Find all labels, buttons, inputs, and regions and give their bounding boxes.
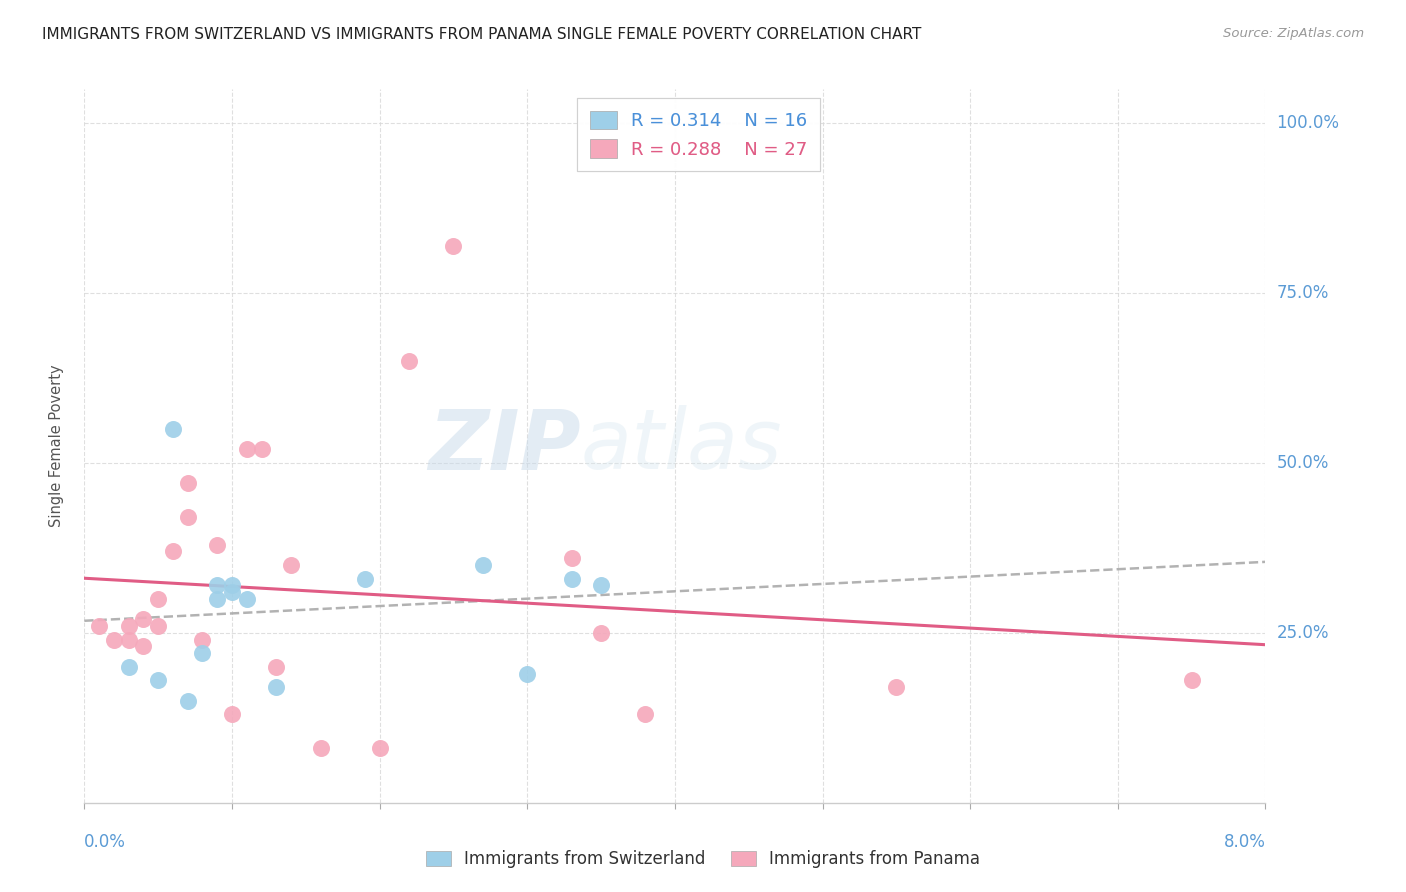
Text: 8.0%: 8.0% bbox=[1223, 833, 1265, 851]
Point bbox=[886, 680, 908, 694]
Text: 100.0%: 100.0% bbox=[1277, 114, 1340, 132]
Point bbox=[235, 591, 259, 606]
Point bbox=[280, 558, 302, 572]
Point bbox=[221, 585, 243, 599]
Point bbox=[368, 741, 391, 756]
Point bbox=[264, 680, 288, 694]
Point bbox=[516, 666, 538, 681]
Point bbox=[87, 619, 111, 633]
Point bbox=[634, 707, 657, 722]
Point bbox=[250, 442, 273, 457]
Point bbox=[177, 476, 200, 491]
Point bbox=[191, 632, 214, 647]
Text: atlas: atlas bbox=[581, 406, 782, 486]
Point bbox=[148, 591, 170, 606]
Point bbox=[118, 632, 141, 647]
Point bbox=[191, 646, 214, 660]
Text: 25.0%: 25.0% bbox=[1277, 624, 1329, 642]
Y-axis label: Single Female Poverty: Single Female Poverty bbox=[49, 365, 63, 527]
Point bbox=[472, 558, 495, 572]
Point bbox=[177, 694, 200, 708]
Point bbox=[221, 707, 243, 722]
Point bbox=[118, 619, 141, 633]
Text: 75.0%: 75.0% bbox=[1277, 284, 1329, 302]
Point bbox=[221, 578, 243, 592]
Point bbox=[177, 510, 200, 524]
Point bbox=[103, 632, 125, 647]
Point bbox=[354, 572, 377, 586]
Point bbox=[148, 673, 170, 688]
Point bbox=[205, 537, 228, 551]
Point bbox=[132, 612, 155, 626]
Point bbox=[118, 660, 141, 674]
Point bbox=[591, 626, 613, 640]
Point bbox=[560, 572, 583, 586]
Text: IMMIGRANTS FROM SWITZERLAND VS IMMIGRANTS FROM PANAMA SINGLE FEMALE POVERTY CORR: IMMIGRANTS FROM SWITZERLAND VS IMMIGRANT… bbox=[42, 27, 921, 42]
Point bbox=[1180, 673, 1202, 688]
Point bbox=[309, 741, 332, 756]
Text: 50.0%: 50.0% bbox=[1277, 454, 1329, 472]
Point bbox=[205, 578, 228, 592]
Point bbox=[148, 619, 170, 633]
Point bbox=[560, 551, 583, 566]
Point bbox=[132, 640, 155, 654]
Point bbox=[591, 578, 613, 592]
Point bbox=[264, 660, 288, 674]
Text: Source: ZipAtlas.com: Source: ZipAtlas.com bbox=[1223, 27, 1364, 40]
Point bbox=[162, 544, 184, 558]
Point bbox=[235, 442, 259, 457]
Point bbox=[398, 354, 420, 368]
Point bbox=[162, 422, 184, 436]
Text: 0.0%: 0.0% bbox=[84, 833, 127, 851]
Legend: R = 0.314    N = 16, R = 0.288    N = 27: R = 0.314 N = 16, R = 0.288 N = 27 bbox=[576, 98, 820, 171]
Point bbox=[443, 238, 465, 252]
Text: ZIP: ZIP bbox=[427, 406, 581, 486]
Legend: Immigrants from Switzerland, Immigrants from Panama: Immigrants from Switzerland, Immigrants … bbox=[419, 844, 987, 875]
Point bbox=[205, 591, 228, 606]
